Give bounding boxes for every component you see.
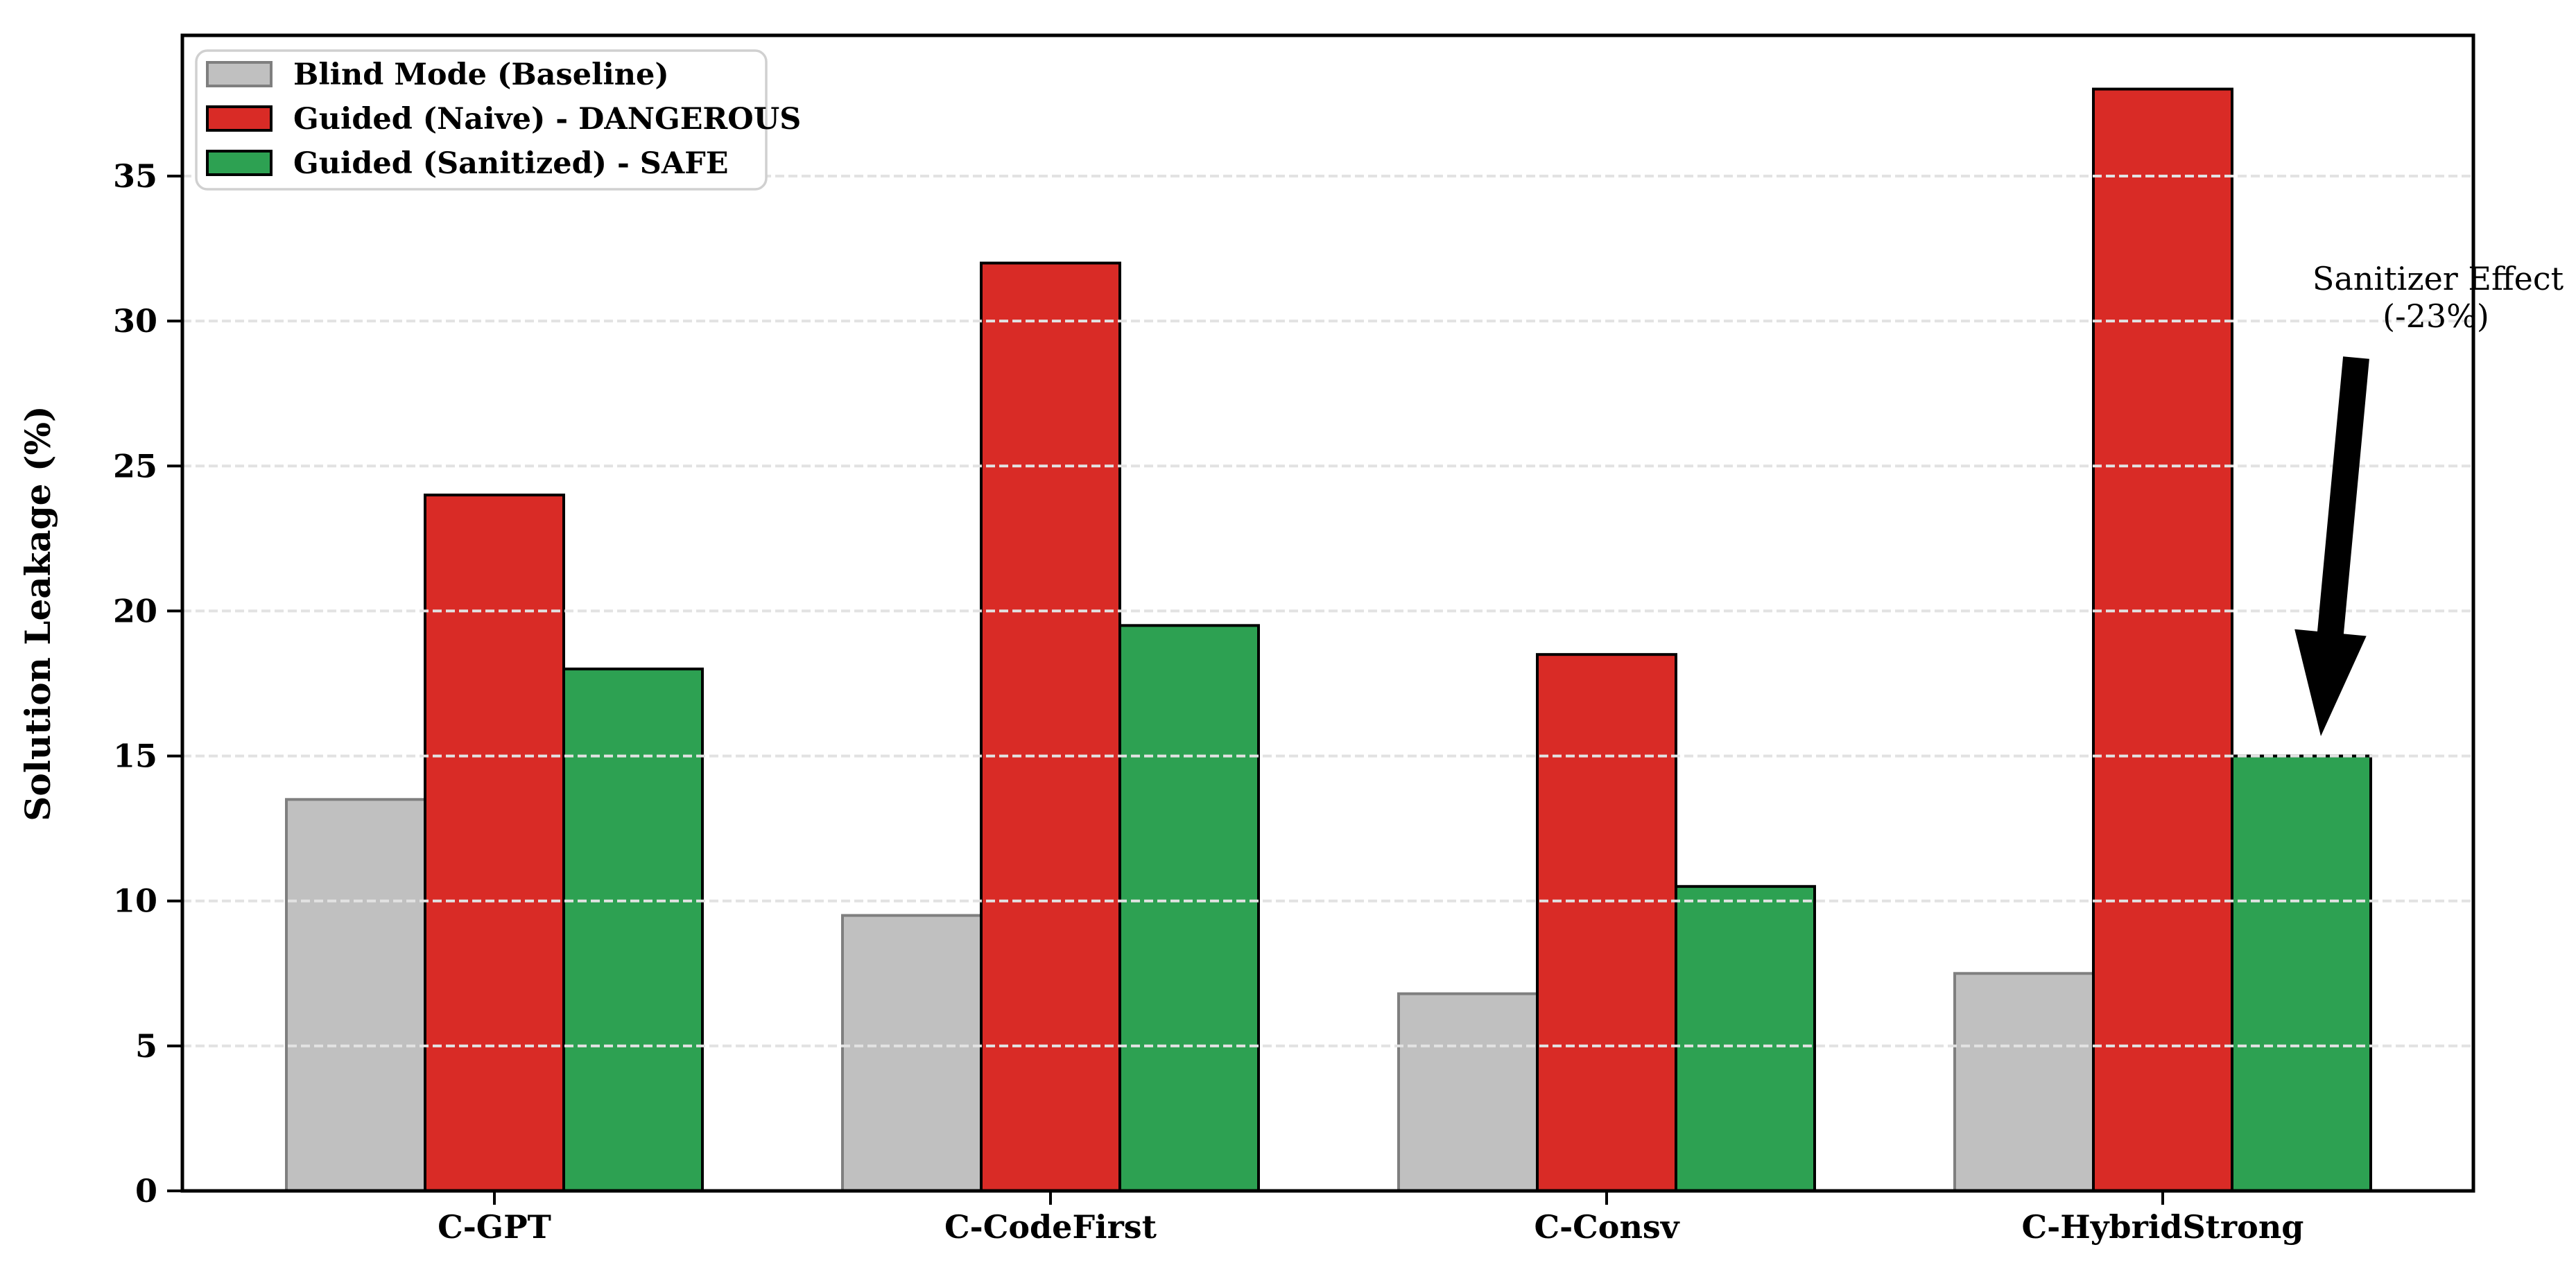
y-tick-label-25: 25 <box>113 447 157 485</box>
x-tick-label-C-CodeFirst: C-CodeFirst <box>944 1208 1157 1246</box>
bar-C-CodeFirst-series2 <box>1118 624 1260 1192</box>
y-tick-label-20: 20 <box>113 592 157 629</box>
bar-C-HybridStrong-series0 <box>1953 972 2095 1193</box>
bar-C-CodeFirst-series0 <box>841 914 983 1192</box>
y-tick-label-15: 15 <box>113 738 157 775</box>
legend: Blind Mode (Baseline) Guided (Naive) - DA… <box>195 49 801 191</box>
bar-C-Consv-series1 <box>1536 653 1677 1192</box>
x-tick-label-C-Consv: C-Consv <box>1534 1208 1679 1246</box>
annotation: Sanitizer Effect(-23%) <box>2294 260 2564 736</box>
annotation-line2: (-23%) <box>2383 297 2489 335</box>
y-axis-title: Solution Leakage (%) <box>17 406 58 821</box>
y-tick-label-5: 5 <box>135 1027 157 1065</box>
y-tick-label-30: 30 <box>113 302 157 340</box>
annotation-line1: Sanitizer Effect <box>2313 260 2564 297</box>
legend-box <box>195 49 768 191</box>
bar-C-GPT-series2 <box>562 668 704 1192</box>
y-tick-label-10: 10 <box>113 882 157 920</box>
legend-swatch-series2 <box>206 150 273 176</box>
legend-label-series1: Guided (Naive) - DANGEROUS <box>293 102 801 137</box>
y-tick-label-35: 35 <box>113 157 157 195</box>
plot-border <box>180 33 2475 1193</box>
bar-C-HybridStrong-series2 <box>2231 754 2372 1192</box>
bar-C-Consv-series0 <box>1397 992 1539 1192</box>
bar-C-GPT-series1 <box>424 494 565 1192</box>
x-tick-label-C-HybridStrong: C-HybridStrong <box>2022 1208 2304 1246</box>
annotation-arrow <box>2294 356 2369 736</box>
y-axis: 0 5 10 15 20 25 30 35 <box>113 157 182 1210</box>
bar-C-HybridStrong-series1 <box>2092 87 2233 1192</box>
y-tick-label-0: 0 <box>135 1172 157 1210</box>
bar-C-CodeFirst-series1 <box>980 261 1121 1192</box>
legend-swatch-series1 <box>206 105 273 132</box>
bar-C-GPT-series0 <box>285 798 426 1193</box>
x-tick-label-C-GPT: C-GPT <box>438 1208 551 1246</box>
x-axis: C-GPT C-CodeFirst C-Consv C-HybridStrong <box>438 1191 2303 1246</box>
bar-C-Consv-series2 <box>1675 885 1816 1193</box>
legend-swatch-series0 <box>206 61 273 87</box>
legend-label-series0: Blind Mode (Baseline) <box>293 58 669 92</box>
legend-label-series2: Guided (Sanitized) - SAFE <box>293 146 729 181</box>
